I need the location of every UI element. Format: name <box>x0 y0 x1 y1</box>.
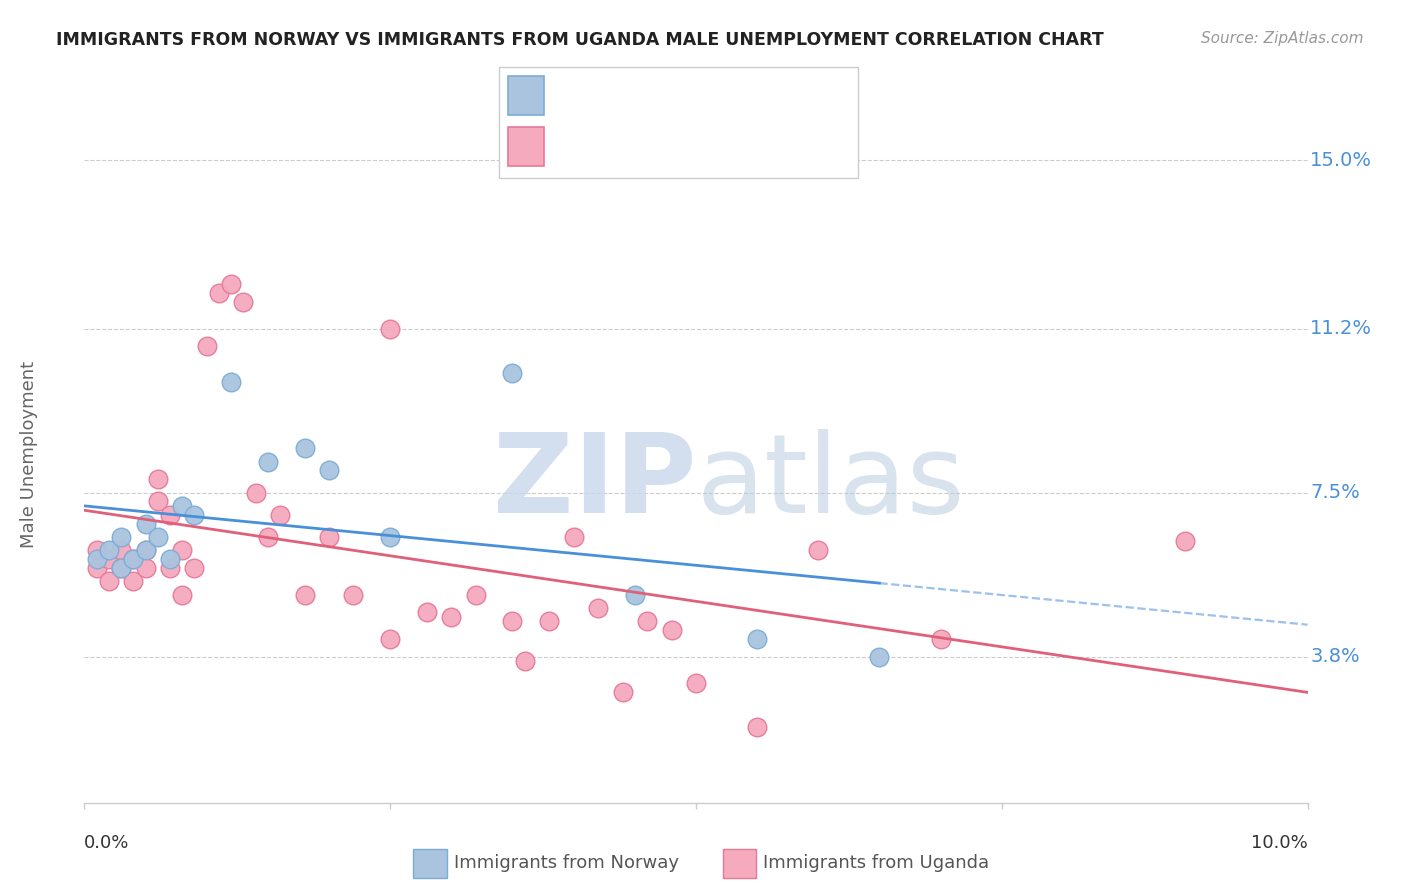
Point <box>122 552 145 566</box>
Point <box>135 543 157 558</box>
Point <box>146 530 169 544</box>
Point <box>380 530 402 544</box>
Point <box>929 632 952 646</box>
Point <box>661 623 683 637</box>
Point <box>159 561 181 575</box>
Point <box>318 530 340 544</box>
Text: 0.0%: 0.0% <box>84 834 129 852</box>
Text: Immigrants from Uganda: Immigrants from Uganda <box>763 855 990 872</box>
Point <box>747 721 769 735</box>
Text: -0.231: -0.231 <box>595 87 664 106</box>
Text: 15.0%: 15.0% <box>1310 151 1372 169</box>
Point <box>636 614 658 628</box>
Point <box>318 463 340 477</box>
Text: 3.8%: 3.8% <box>1310 647 1360 666</box>
Text: ZIP: ZIP <box>492 429 696 536</box>
Point <box>747 632 769 646</box>
Point <box>146 494 169 508</box>
Point <box>807 543 830 558</box>
Point <box>146 472 169 486</box>
Point <box>562 530 585 544</box>
Point <box>685 676 707 690</box>
Text: 20: 20 <box>711 87 738 106</box>
Text: Source: ZipAtlas.com: Source: ZipAtlas.com <box>1201 31 1364 46</box>
Point <box>97 552 120 566</box>
Point <box>538 614 561 628</box>
Point <box>159 552 181 566</box>
Point <box>257 530 280 544</box>
Point <box>219 375 242 389</box>
Point <box>110 530 132 544</box>
Point <box>122 574 145 589</box>
Text: 10.0%: 10.0% <box>1251 834 1308 852</box>
Point <box>86 561 108 575</box>
Text: 11.2%: 11.2% <box>1310 319 1372 338</box>
Point <box>172 499 194 513</box>
Point <box>208 286 231 301</box>
Text: R =: R = <box>553 139 595 158</box>
Point <box>183 508 205 522</box>
Text: 7.5%: 7.5% <box>1310 483 1360 502</box>
Point <box>97 574 120 589</box>
Point <box>122 552 145 566</box>
Point <box>513 654 536 668</box>
Point <box>110 561 132 575</box>
Point <box>440 609 463 624</box>
Point <box>172 587 194 601</box>
Text: 45: 45 <box>711 139 738 158</box>
Text: Immigrants from Norway: Immigrants from Norway <box>454 855 679 872</box>
Point <box>502 614 524 628</box>
Point <box>380 321 402 335</box>
Point <box>172 543 194 558</box>
Text: N =: N = <box>672 139 716 158</box>
Point <box>86 543 108 558</box>
Point <box>586 600 609 615</box>
Point <box>97 543 120 558</box>
Point <box>342 587 364 601</box>
Text: Male Unemployment: Male Unemployment <box>20 361 38 549</box>
Point <box>159 508 181 522</box>
Text: 0.018: 0.018 <box>595 139 657 158</box>
Text: R =: R = <box>553 87 595 106</box>
Text: N =: N = <box>672 87 716 106</box>
Point <box>219 277 242 292</box>
Point <box>86 552 108 566</box>
Point <box>294 587 316 601</box>
Point <box>232 295 254 310</box>
Point <box>1174 534 1197 549</box>
Point <box>380 632 402 646</box>
Point <box>624 587 647 601</box>
Text: IMMIGRANTS FROM NORWAY VS IMMIGRANTS FROM UGANDA MALE UNEMPLOYMENT CORRELATION C: IMMIGRANTS FROM NORWAY VS IMMIGRANTS FRO… <box>56 31 1104 49</box>
Point <box>110 561 132 575</box>
Point <box>257 454 280 468</box>
Point <box>612 685 634 699</box>
Point <box>183 561 205 575</box>
Point <box>502 366 524 380</box>
Point <box>269 508 291 522</box>
Point <box>195 339 218 353</box>
Text: atlas: atlas <box>696 429 965 536</box>
Point <box>135 516 157 531</box>
Point <box>245 485 267 500</box>
Point <box>110 543 132 558</box>
Point <box>135 561 157 575</box>
Point <box>416 605 439 619</box>
Point <box>464 587 486 601</box>
Point <box>294 442 316 456</box>
Point <box>869 649 891 664</box>
Point <box>135 543 157 558</box>
